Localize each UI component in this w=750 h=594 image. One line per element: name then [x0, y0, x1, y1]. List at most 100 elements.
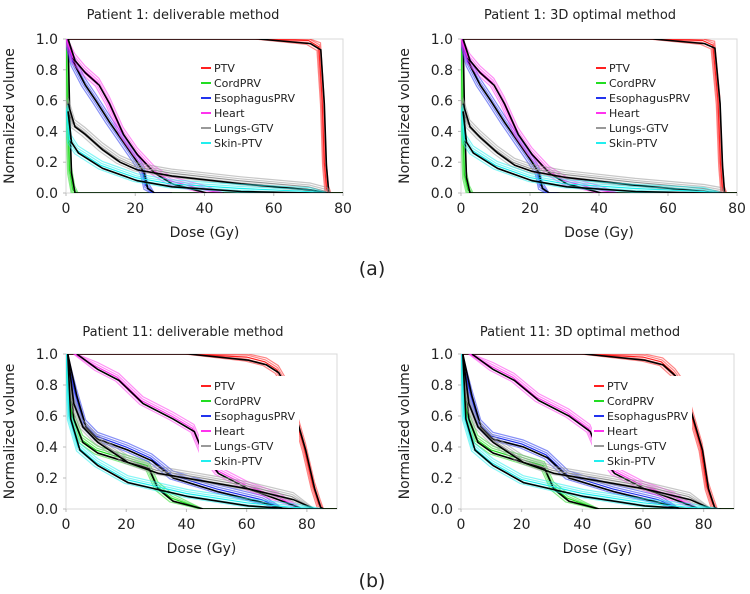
reference-line-esophagusprv — [462, 39, 560, 193]
legend-label: Skin-PTV — [214, 455, 263, 468]
legend-label: Skin-PTV — [609, 137, 658, 150]
y-tick-label: 0.0 — [431, 502, 453, 518]
series-line-lungs-gtv — [461, 98, 725, 193]
y-tick-label: 0.2 — [431, 471, 453, 487]
series-line-lungs-gtv — [66, 98, 331, 193]
y-tick-label: 0.6 — [431, 409, 453, 425]
series-line-heart — [468, 354, 697, 509]
series-line-lungs-gtv — [461, 361, 709, 509]
legend-label: EsophagusPRV — [214, 410, 295, 423]
x-tick-label: 60 — [238, 517, 256, 533]
series-line-heart — [73, 354, 300, 509]
y-tick-label: 0.6 — [36, 94, 58, 110]
legend-label: Lungs-GTV — [214, 122, 274, 135]
series-line-heart — [76, 354, 303, 509]
series-line-heart — [75, 354, 302, 509]
reference-line-ptv — [463, 39, 737, 193]
legend-background — [592, 376, 692, 470]
chart-title: Patient 11: deliverable method — [82, 325, 283, 340]
y-tick-label: 0.8 — [36, 63, 58, 79]
x-tick-label: 40 — [573, 517, 591, 533]
y-tick-label: 0.2 — [36, 155, 58, 171]
x-axis-label: Dose (Gy) — [564, 225, 634, 241]
series-group — [66, 39, 343, 193]
series-line-heart — [74, 354, 302, 509]
series-line-skin-ptv — [461, 354, 721, 509]
reference-line-lungs-gtv — [462, 354, 712, 509]
legend-label: Heart — [214, 425, 245, 438]
series-line-esophagusprv — [461, 354, 680, 509]
legend: PTV CordPRV EsophagusPRV Heart Lungs-GTV Skin… — [199, 376, 299, 470]
series-line-esophagusprv — [461, 39, 557, 193]
x-tick-label: 40 — [178, 517, 196, 533]
panel-label-b: (b) — [359, 570, 386, 592]
y-tick-label: 0.8 — [431, 63, 453, 79]
chart-panel-4: Patient 11: 3D optimal method 0.0 0.2 0.4 0.… — [397, 325, 735, 557]
series-line-esophagusprv — [461, 43, 556, 193]
y-tick-label: 1.0 — [431, 347, 453, 363]
x-tick-label: 0 — [62, 517, 71, 533]
reference-line-ptv — [68, 39, 343, 193]
legend-label: CordPRV — [214, 395, 261, 408]
y-tick-label: 0.8 — [36, 378, 58, 394]
legend-label: Heart — [607, 425, 638, 438]
x-tick-label: 20 — [126, 201, 144, 217]
legend-label: Lungs-GTV — [607, 440, 667, 453]
chart-title: Patient 1: deliverable method — [87, 8, 280, 23]
reference-line-skin-ptv — [67, 354, 324, 509]
x-tick-label: 60 — [265, 201, 283, 217]
x-tick-label: 0 — [62, 201, 71, 217]
legend-background — [199, 58, 299, 152]
x-tick-label: 0 — [457, 201, 466, 217]
y-axis-label: Normalized volume — [2, 364, 18, 500]
y-tick-label: 0.2 — [431, 155, 453, 171]
y-tick-label: 1.0 — [431, 32, 453, 48]
reference-line-lungs-gtv — [67, 354, 316, 509]
series-group — [461, 354, 734, 509]
chart-title: Patient 1: 3D optimal method — [484, 8, 676, 23]
reference-line-skin-ptv — [462, 111, 722, 193]
x-tick-label: 40 — [590, 201, 608, 217]
x-axis-label: Dose (Gy) — [167, 541, 237, 557]
series-line-heart — [67, 39, 224, 193]
series-line-heart — [470, 354, 699, 509]
series-line-skin-ptv — [66, 106, 327, 193]
legend: PTV CordPRV EsophagusPRV Heart Lungs-GTV Skin… — [594, 58, 694, 152]
x-axis-label: Dose (Gy) — [563, 541, 633, 557]
legend-background — [199, 376, 299, 470]
legend-label: EsophagusPRV — [607, 410, 688, 423]
legend-label: Skin-PTV — [214, 137, 263, 150]
y-tick-label: 0.8 — [431, 378, 453, 394]
x-tick-label: 40 — [196, 201, 214, 217]
legend-label: CordPRV — [607, 395, 654, 408]
y-tick-label: 0.4 — [431, 440, 453, 456]
legend-label: EsophagusPRV — [214, 92, 295, 105]
series-line-lungs-gtv — [67, 96, 332, 193]
series-line-cordprv — [66, 39, 343, 193]
legend: PTV CordPRV EsophagusPRV Heart Lungs-GTV Skin… — [592, 376, 692, 470]
series-line-skin-ptv — [461, 354, 719, 509]
series-line-lungs-gtv — [461, 354, 712, 509]
x-tick-label: 80 — [298, 517, 316, 533]
y-axis-label: Normalized volume — [397, 364, 413, 500]
y-tick-label: 0.6 — [36, 409, 58, 425]
x-tick-label: 20 — [117, 517, 135, 533]
x-tick-label: 20 — [521, 201, 539, 217]
y-axis-label: Normalized volume — [397, 48, 413, 184]
y-tick-label: 1.0 — [36, 347, 58, 363]
series-line-cordprv — [66, 91, 342, 193]
series-line-lungs-gtv — [66, 361, 312, 509]
series-line-heart — [471, 354, 700, 509]
reference-line-skin-ptv — [67, 111, 328, 193]
legend-label: PTV — [214, 380, 235, 393]
series-line-esophagusprv — [461, 354, 682, 509]
y-tick-label: 0.0 — [36, 186, 58, 202]
x-tick-label: 0 — [457, 517, 466, 533]
x-tick-label: 80 — [334, 201, 352, 217]
y-tick-label: 0.6 — [431, 94, 453, 110]
x-tick-label: 80 — [695, 517, 713, 533]
reference-line-esophagusprv — [67, 39, 172, 193]
x-tick-label: 60 — [634, 517, 652, 533]
series-line-heart — [66, 39, 223, 193]
